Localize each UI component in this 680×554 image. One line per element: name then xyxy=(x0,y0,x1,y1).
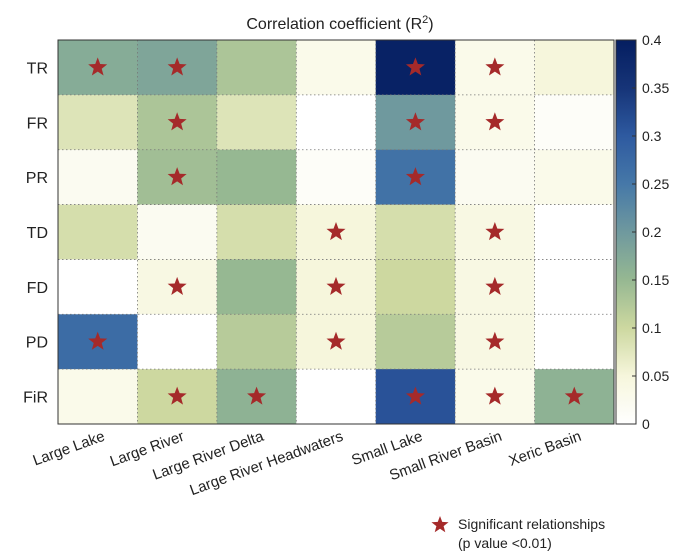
significance-star xyxy=(485,222,505,241)
heatmap-cell xyxy=(455,149,536,206)
colorbar-tick-label: 0.3 xyxy=(642,128,662,144)
row-label: PD xyxy=(26,335,48,352)
heatmap-cell xyxy=(216,314,297,370)
row-label: FD xyxy=(27,280,48,297)
significance-star xyxy=(326,331,346,350)
heatmap-cell xyxy=(375,314,456,370)
heatmap-cell xyxy=(534,259,615,315)
heatmap-cell xyxy=(137,204,218,260)
significance-star xyxy=(564,386,584,405)
row-labels: TR FR PR TD FD PD FiR xyxy=(23,60,48,406)
colorbar: 0 0.05 0.1 0.15 0.2 0.25 0.3 0.35 0.4 xyxy=(615,32,669,432)
heatmap-cell xyxy=(375,204,456,260)
row-label: FR xyxy=(27,115,48,132)
significance-star xyxy=(485,386,505,405)
plot-border xyxy=(57,39,615,425)
heatmap-cell xyxy=(137,314,218,370)
significance-star xyxy=(326,222,346,241)
row-label: PR xyxy=(26,170,48,187)
significance-star xyxy=(485,276,505,295)
legend-star-marker xyxy=(431,516,449,533)
significance-star xyxy=(485,57,505,76)
heatmap-cell xyxy=(58,204,138,260)
significance-star xyxy=(167,386,187,405)
colorbar-tick-label: 0.4 xyxy=(642,32,662,48)
row-label: TR xyxy=(27,60,48,77)
heatmap-cell xyxy=(58,149,138,206)
colorbar-tick-label: 0.25 xyxy=(642,176,669,192)
significance-star xyxy=(167,276,187,295)
significance-star xyxy=(405,386,425,405)
heatmap-cell xyxy=(534,204,615,260)
significance-star xyxy=(405,57,425,76)
column-label: Xeric Basin xyxy=(507,428,584,470)
significance-star xyxy=(247,386,267,405)
colorbar-tick-label: 0.35 xyxy=(642,80,669,96)
heatmap-cell xyxy=(296,94,377,151)
significance-star xyxy=(167,57,187,76)
colorbar-tick-label: 0.15 xyxy=(642,272,669,288)
colorbar-tick-label: 0.1 xyxy=(642,320,662,336)
colorbar-tick-label: 0 xyxy=(642,416,650,432)
heatmap-cell xyxy=(534,314,615,370)
significance-star xyxy=(405,167,425,186)
significance-star xyxy=(167,112,187,131)
heatmap-cell xyxy=(58,94,138,151)
significance-star xyxy=(326,276,346,295)
heatmap-cell xyxy=(534,40,615,96)
legend-label-line1: Significant relationships xyxy=(458,516,605,532)
row-label: TD xyxy=(27,225,48,242)
heatmap-cells xyxy=(58,40,615,425)
chart-title: Correlation coefficient (R2) xyxy=(246,14,433,33)
heatmap-cell xyxy=(216,204,297,260)
heatmap-cell xyxy=(296,369,377,425)
legend-label-line2: (p value <0.01) xyxy=(458,535,552,551)
heatmap-cell xyxy=(296,149,377,206)
significance-star xyxy=(485,112,505,131)
row-label: FiR xyxy=(23,390,48,407)
heatmap-cell xyxy=(58,369,138,425)
significance-markers xyxy=(88,57,584,405)
heatmap-cell xyxy=(534,149,615,206)
significance-star xyxy=(485,331,505,350)
significance-star xyxy=(167,167,187,186)
heatmap-cell xyxy=(375,259,456,315)
heatmap-grid xyxy=(57,39,615,425)
heatmap-cell xyxy=(216,259,297,315)
heatmap-cell xyxy=(216,40,297,96)
significance-star xyxy=(88,331,108,350)
heatmap-cell xyxy=(58,259,138,315)
colorbar-tick-label: 0.05 xyxy=(642,368,669,384)
colorbar-tick-label: 0.2 xyxy=(642,224,662,240)
significance-star xyxy=(88,57,108,76)
heatmap-cell xyxy=(216,94,297,151)
legend: Significant relationships (p value <0.01… xyxy=(431,516,605,551)
significance-star xyxy=(405,112,425,131)
heatmap-cell xyxy=(534,94,615,151)
column-label: Large Lake xyxy=(31,428,107,470)
heatmap-cell xyxy=(216,149,297,206)
heatmap-cell xyxy=(296,40,377,96)
